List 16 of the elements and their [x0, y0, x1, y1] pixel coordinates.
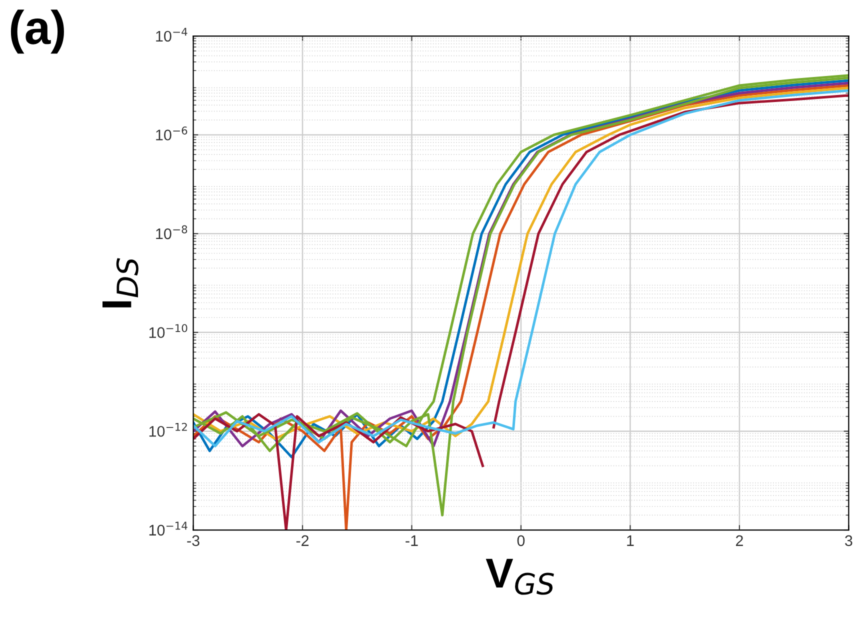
- x-tick-label: 3: [845, 535, 852, 546]
- y-tick-label: 10$^{−12}$: [149, 422, 187, 437]
- x-tick-label: -1: [406, 535, 418, 546]
- x-tick-label: -3: [187, 535, 200, 546]
- x-axis-title: V$_{GS}$: [486, 558, 554, 595]
- y-tick-label: 10$^{−8}$: [156, 225, 188, 240]
- x-tick-label: -2: [296, 535, 309, 546]
- text: (a): [10, 10, 64, 54]
- y-tick-label: 10$^{−6}$: [156, 126, 188, 140]
- x-tick-label: 0: [517, 535, 525, 546]
- y-tick-label: 10$^{−10}$: [149, 324, 188, 338]
- x-tick-label: 1: [627, 535, 634, 546]
- y-axis-title: I$_{DS}$: [102, 258, 138, 308]
- y-tick-label: 10$^{−14}$: [149, 522, 188, 536]
- y-tick-label: 10$^{−4}$: [156, 28, 188, 42]
- x-tick-label: 2: [736, 535, 743, 546]
